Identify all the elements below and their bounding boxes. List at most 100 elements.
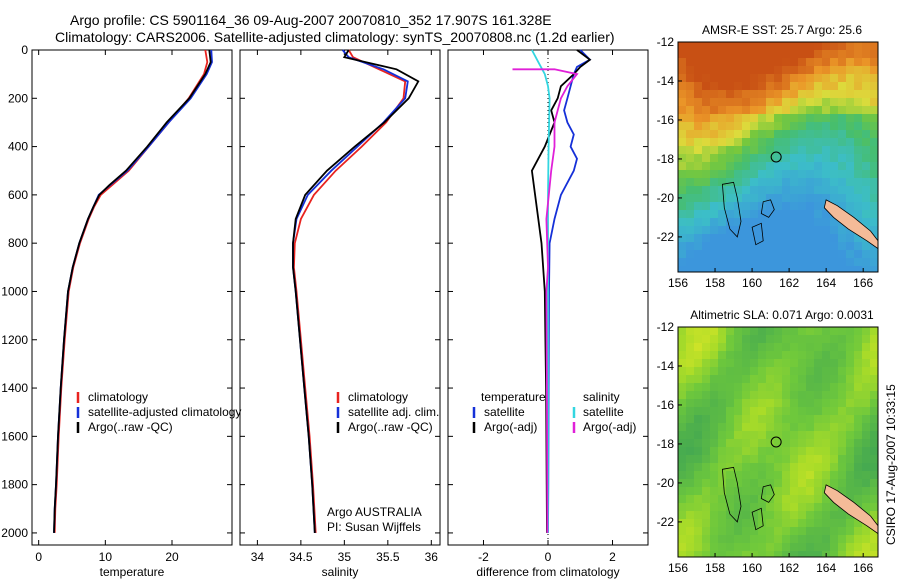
field-cell (734, 162, 742, 170)
island-outline (721, 466, 742, 523)
field-cell (742, 439, 750, 447)
legend-label: temperature (481, 390, 546, 404)
field-cell (718, 138, 726, 146)
field-cell (806, 130, 814, 138)
field-cell (774, 351, 782, 359)
field-cell (822, 50, 830, 58)
y-tick-label: -14 (657, 359, 675, 373)
field-cell (806, 359, 814, 367)
field-cell (838, 74, 846, 82)
field-cell (790, 351, 798, 359)
field-cell (766, 122, 774, 130)
field-cell (726, 375, 734, 383)
field-cell (742, 82, 750, 90)
field-cell (790, 463, 798, 471)
field-cell (710, 527, 718, 535)
field-cell (702, 479, 710, 487)
field-cell (766, 351, 774, 359)
field-cell (838, 202, 846, 210)
field-cell (846, 471, 854, 479)
field-cell (758, 218, 766, 226)
field-cell (678, 202, 686, 210)
field-cell (710, 551, 718, 557)
field-cell (814, 210, 822, 218)
field-cell (846, 535, 854, 543)
x-tick-label: 156 (668, 561, 688, 575)
field-cell (766, 327, 774, 335)
field-cell (726, 383, 734, 391)
field-cell (718, 74, 726, 82)
field-cell (830, 439, 838, 447)
field-cell (678, 170, 686, 178)
field-cell (822, 42, 830, 50)
field-cell (790, 58, 798, 66)
field-cell (854, 447, 862, 455)
field-cell (710, 447, 718, 455)
field-cell (718, 170, 726, 178)
field-cell (838, 138, 846, 146)
field-cell (854, 82, 862, 90)
field-cell (822, 90, 830, 98)
field-cell (694, 527, 702, 535)
field-cell (742, 122, 750, 130)
field-cell (814, 218, 822, 226)
series-line (512, 68, 579, 533)
map-frame (677, 41, 879, 273)
field-cell (822, 98, 830, 106)
field-cell (734, 258, 742, 266)
field-cell (798, 98, 806, 106)
field-cell (726, 250, 734, 258)
field-cell (838, 242, 846, 250)
field-cell (726, 218, 734, 226)
side-caption: CSIRO 17-Aug-2007 10:33:15 (884, 384, 898, 545)
field-cell (846, 415, 854, 423)
field-cell (702, 218, 710, 226)
field-cell (854, 170, 862, 178)
field-cell (838, 114, 846, 122)
field-cell (798, 511, 806, 519)
field-cell (814, 162, 822, 170)
field-cell (686, 106, 694, 114)
field-cell (766, 266, 774, 272)
field-cell (750, 42, 758, 50)
field-cell (798, 242, 806, 250)
field-cell (846, 551, 854, 557)
field-cell (822, 218, 830, 226)
field-cell (822, 162, 830, 170)
field-cell (694, 74, 702, 82)
field-cell (838, 154, 846, 162)
y-tick-label: 1200 (1, 333, 28, 347)
field-cell (830, 367, 838, 375)
field-cell (686, 551, 694, 557)
field-cell (758, 519, 766, 527)
field-cell (686, 391, 694, 399)
field-cell (694, 194, 702, 202)
field-cell (846, 407, 854, 415)
series-line (292, 49, 420, 533)
field-cell (774, 391, 782, 399)
field-cell (686, 351, 694, 359)
field-cell (678, 495, 686, 503)
x-tick-label: 158 (705, 561, 725, 575)
field-cell (710, 242, 718, 250)
x-tick-label: 10 (99, 550, 113, 564)
field-cell (734, 114, 742, 122)
field-cell (710, 82, 718, 90)
field-cell (686, 415, 694, 423)
field-cell (854, 343, 862, 351)
y-tick-label: 1400 (1, 381, 28, 395)
y-tick-label: -16 (657, 113, 675, 127)
field-cell (814, 258, 822, 266)
field-cell (870, 423, 878, 431)
field-cell (766, 218, 774, 226)
field-cell (702, 42, 710, 50)
field-cell (678, 146, 686, 154)
field-cell (822, 543, 830, 551)
field-cell (694, 375, 702, 383)
field-cell (694, 218, 702, 226)
field-cell (854, 359, 862, 367)
field-cell (798, 218, 806, 226)
field-cell (766, 335, 774, 343)
field-cell (814, 495, 822, 503)
field-cell (846, 74, 854, 82)
